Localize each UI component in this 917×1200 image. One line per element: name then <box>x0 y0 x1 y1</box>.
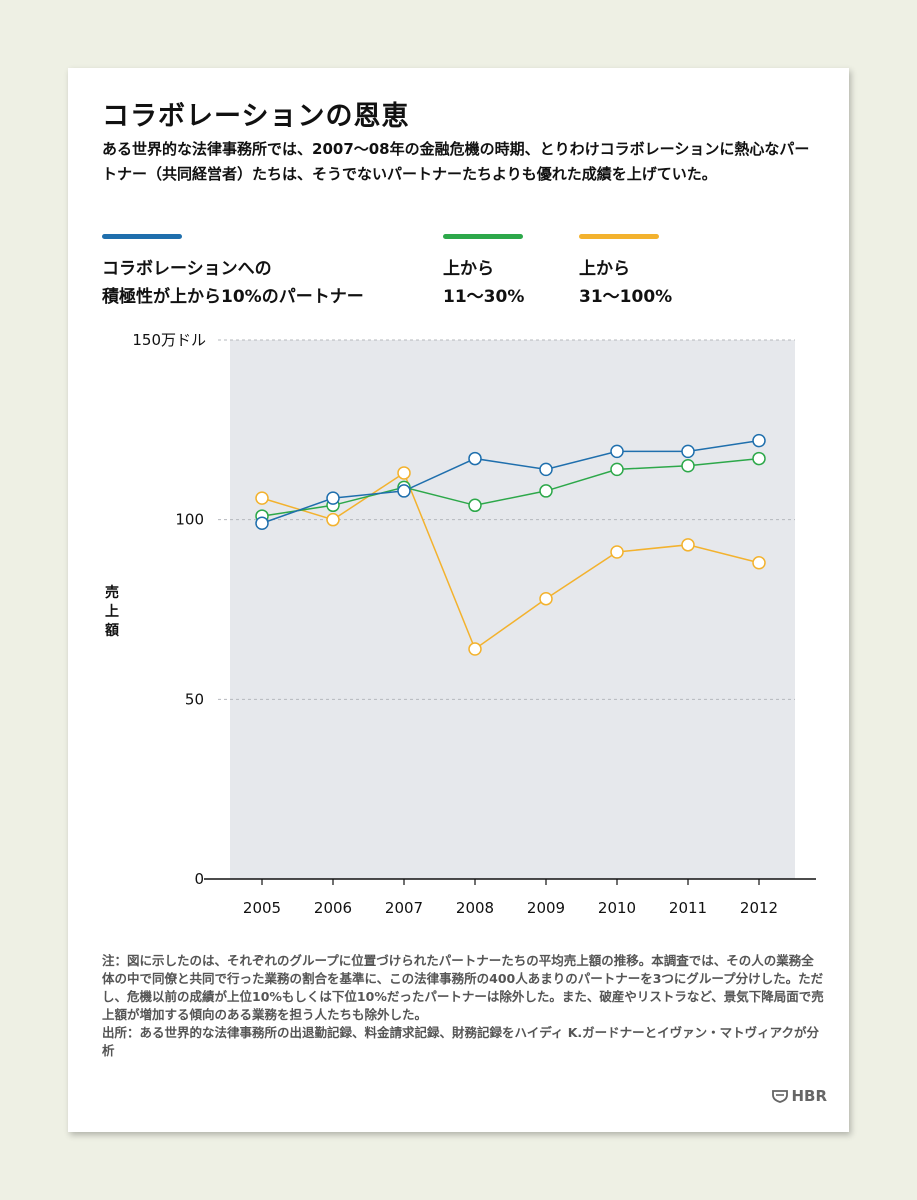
x-tick-label: 2008 <box>456 899 494 917</box>
data-point <box>752 556 766 570</box>
x-tick-label: 2012 <box>740 899 778 917</box>
legend-label-11-30: 上から 11〜30% <box>443 259 525 307</box>
shield-icon <box>772 1090 789 1103</box>
plot-area <box>230 340 795 879</box>
data-point <box>752 451 766 466</box>
hbr-logo: HBR <box>772 1087 827 1105</box>
legend-item-31-100: 上から 31〜100% <box>579 234 672 311</box>
legend-swatch-green <box>443 234 523 239</box>
data-point <box>468 642 482 656</box>
data-point <box>255 516 269 531</box>
legend-swatch-orange <box>579 234 659 239</box>
y-tick-label: 150万ドル <box>132 331 206 349</box>
data-point <box>539 462 553 477</box>
data-point <box>397 484 411 498</box>
line-chart: 0 50 100 150万ドル 2005 2006 2007 2008 2009 2010 2011… <box>104 331 816 917</box>
logo-text: HBR <box>791 1087 827 1105</box>
data-point <box>255 491 269 505</box>
source-text: 出所：ある世界的な法律事務所の出退勤記録、料金請求記録、財務記録をハイディ K.… <box>102 1025 820 1058</box>
legend-swatch-blue <box>102 234 182 239</box>
data-point <box>610 444 624 459</box>
data-point <box>468 451 482 466</box>
legend-label-31-100: 上から 31〜100% <box>579 259 673 307</box>
data-point <box>326 491 340 505</box>
x-tick-label: 2009 <box>527 899 565 917</box>
legend-label-top10: コラボレーションへの 積極性が上から10%のパートナー <box>102 259 364 307</box>
x-tick-label: 2006 <box>314 899 352 917</box>
x-tick-label: 2005 <box>243 899 281 917</box>
chart-subtitle: ある世界的な法律事務所では、2007〜08年の金融危機の時期、とりわけコラボレー… <box>102 140 810 183</box>
y-tick-label: 100 <box>175 511 204 529</box>
data-point <box>539 591 553 606</box>
data-point <box>397 466 411 480</box>
x-tick-label: 2011 <box>669 899 707 917</box>
chart-title: コラボレーションの恩恵 <box>102 101 410 132</box>
data-point <box>326 512 340 527</box>
note-text: 注：図に示したのは、それぞれのグループに位置づけられたパートナーたちの平均売上額… <box>102 953 824 1022</box>
data-point <box>468 498 482 513</box>
y-tick-label: 50 <box>185 690 204 708</box>
series-line <box>261 457 760 517</box>
y-axis-label: 売 <box>105 584 119 601</box>
data-point <box>610 462 624 477</box>
data-point <box>610 545 624 559</box>
legend-item-top10: コラボレーションへの 積極性が上から10%のパートナー <box>102 234 364 311</box>
data-point <box>681 444 695 459</box>
legend-item-11-30: 上から 11〜30% <box>443 234 524 311</box>
y-tick-label: 0 <box>194 870 204 888</box>
data-point <box>539 484 553 498</box>
infographic-card: コラボレーションの恩恵 ある世界的な法律事務所では、2007〜08年の金融危機の… <box>68 68 849 1132</box>
series-line <box>261 471 760 651</box>
data-point <box>681 459 695 473</box>
chart-notes: 注：図に示したのは、それぞれのグループに位置づけられたパートナーたちの平均売上額… <box>102 952 826 1060</box>
x-tick-label: 2007 <box>385 899 423 917</box>
y-axis-label: 額 <box>104 622 119 639</box>
data-point <box>681 538 695 552</box>
x-tick-label: 2010 <box>598 899 636 917</box>
y-axis-label: 上 <box>105 604 119 620</box>
data-point <box>752 433 766 448</box>
series-line <box>261 439 760 524</box>
